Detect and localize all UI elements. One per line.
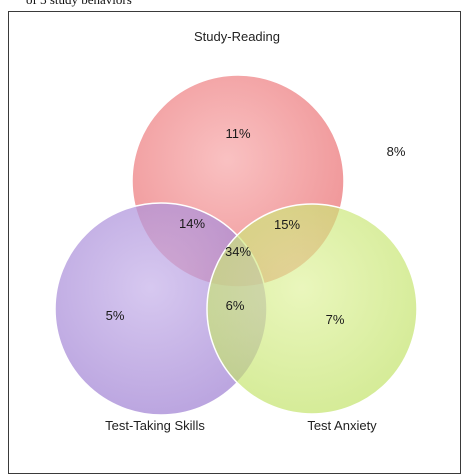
region-reading-only: 11% (225, 126, 250, 141)
figure-caption: of 3 study behaviors (26, 0, 132, 8)
region-none: 8% (387, 144, 406, 159)
test-taking-skills-label: Test-Taking Skills (105, 418, 205, 433)
test-anxiety-circle (206, 203, 418, 415)
test-anxiety-label: Test Anxiety (307, 418, 377, 433)
region-anxiety-only: 7% (326, 312, 345, 327)
region-reading-anxiety: 15% (274, 217, 300, 232)
region-skills-anxiety: 6% (226, 298, 245, 313)
region-all-three: 34% (225, 244, 251, 259)
study-reading-label: Study-Reading (194, 29, 280, 44)
region-skills-only: 5% (106, 308, 125, 323)
region-reading-skills: 14% (179, 216, 205, 231)
